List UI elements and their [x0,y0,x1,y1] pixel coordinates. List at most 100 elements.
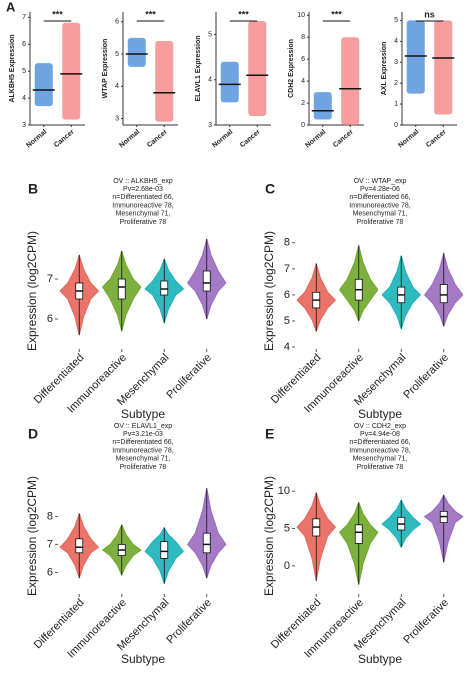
y-axis-label: Expression (log2CPM) [262,476,276,596]
subtitle: Proliferative 78 [357,464,404,471]
subtitle: Immunoreactive 78, [112,447,174,454]
point-range [127,37,146,67]
x-tick-label: Cancer [53,128,76,149]
subtitle: Pv=4.94e-08 [360,431,400,438]
x-tick-label: Normal [304,129,327,150]
panel-label: E [265,426,274,442]
point-range [155,41,174,122]
y-tick-label: 3 [208,122,212,129]
x-axis-label: Subtype [121,407,165,421]
y-axis-label: AXL Expression [381,42,388,96]
y-tick-label: 6 [301,56,305,63]
y-tick-label: 6 [284,289,290,301]
y-tick-label: 8 [301,34,305,41]
point-range [341,37,360,125]
x-axis-label: Subtype [358,652,402,666]
subtitle: Proliferative 78 [357,219,404,226]
y-axis-label: ALKBH5 Expression [9,34,16,102]
y-tick-label: 6 [47,566,53,578]
subtitle: Mesenchymal 71, [353,211,408,218]
x-tick-label: Proliferative [401,597,451,647]
significance: ns [424,9,435,19]
x-tick-label: Cancer [146,128,169,149]
subtitle: OV :: ELAVL1_exp [114,423,172,430]
y-tick-label: 0 [284,560,290,572]
y-axis-label: Expression (log2CPM) [262,231,276,351]
y-tick-label: 7 [284,263,290,275]
x-axis-label: Subtype [121,652,165,666]
y-tick-label: 4 [115,83,119,90]
y-tick-label: 7 [47,273,53,285]
point-range [313,92,332,120]
subtitle: Mesenchymal 71, [116,211,171,218]
subtitle: Mesenchymal 71, [353,456,408,463]
point-range [220,61,239,103]
panel-label: C [265,181,275,197]
x-tick-label: Proliferative [164,352,214,402]
subtitle: Pv=3.21e-03 [123,431,163,438]
box [439,284,448,304]
y-tick-label: 6 [47,313,53,325]
box [202,270,211,292]
subtitle: Mesenchymal 71, [116,456,171,463]
y-tick-label: 4 [394,38,398,45]
box [202,532,211,554]
y-tick-label: 5 [208,31,212,38]
significance: *** [331,9,342,19]
subtitle: Immunoreactive 78, [349,447,411,454]
y-tick-label: 5 [284,315,290,327]
box [75,538,84,554]
box [117,278,126,300]
x-axis-label: Subtype [358,407,402,421]
y-tick-label: 3 [115,115,119,122]
x-tick-label: Normal [397,129,420,150]
subtitle: Immunoreactive 78, [112,202,174,209]
subtitle: OV :: ALKBH5_exp [113,178,173,185]
subtitle: OV :: WTAP_exp [354,178,407,185]
point-range [434,20,453,115]
x-tick-label: Cancer [332,128,355,149]
significance: *** [145,9,156,19]
y-tick-label: 2 [301,100,305,107]
subtitle: Proliferative 78 [120,219,167,226]
box [160,541,169,559]
x-tick-label: Normal [118,129,141,150]
subtitle: Pv=2.68e-03 [123,186,163,193]
panel-label: B [28,181,38,197]
point-range [406,20,425,94]
x-tick-label: Normal [25,129,48,150]
y-tick-label: 4 [208,77,212,84]
point-range [62,22,81,120]
significance: *** [238,9,249,19]
box [354,524,363,544]
y-axis-label: WTAP Expression [102,39,109,99]
y-axis-label: CDH2 Expression [288,39,295,98]
y-tick-label: 4 [22,95,26,102]
y-tick-label: 0 [301,122,305,129]
subtitle: n=Differentiated 66, [112,439,173,446]
subtitle: Pv=4.28e-06 [360,186,400,193]
y-tick-label: 10 [278,485,290,497]
y-tick-label: 8 [47,510,53,522]
y-tick-label: 5 [394,17,398,24]
y-tick-label: 10 [297,12,305,19]
y-tick-label: 5 [115,51,119,58]
y-tick-label: 6 [22,41,26,48]
y-tick-label: 0 [394,122,398,129]
significance: *** [52,9,63,19]
y-tick-label: 3 [22,122,26,129]
y-tick-label: 7 [22,14,26,21]
y-tick-label: 5 [284,522,290,534]
y-tick-label: 7 [47,538,53,550]
y-axis-label: Expression (log2CPM) [25,231,39,351]
y-tick-label: 6 [115,19,119,26]
subtitle: n=Differentiated 66, [112,194,173,201]
x-tick-label: Cancer [239,128,262,149]
subtitle: OV :: CDH2_exp [354,423,406,430]
x-tick-label: Proliferative [164,597,214,647]
point-range [34,63,53,107]
y-tick-label: 4 [284,341,290,353]
box [160,280,169,296]
x-tick-label: Cancer [425,128,448,149]
